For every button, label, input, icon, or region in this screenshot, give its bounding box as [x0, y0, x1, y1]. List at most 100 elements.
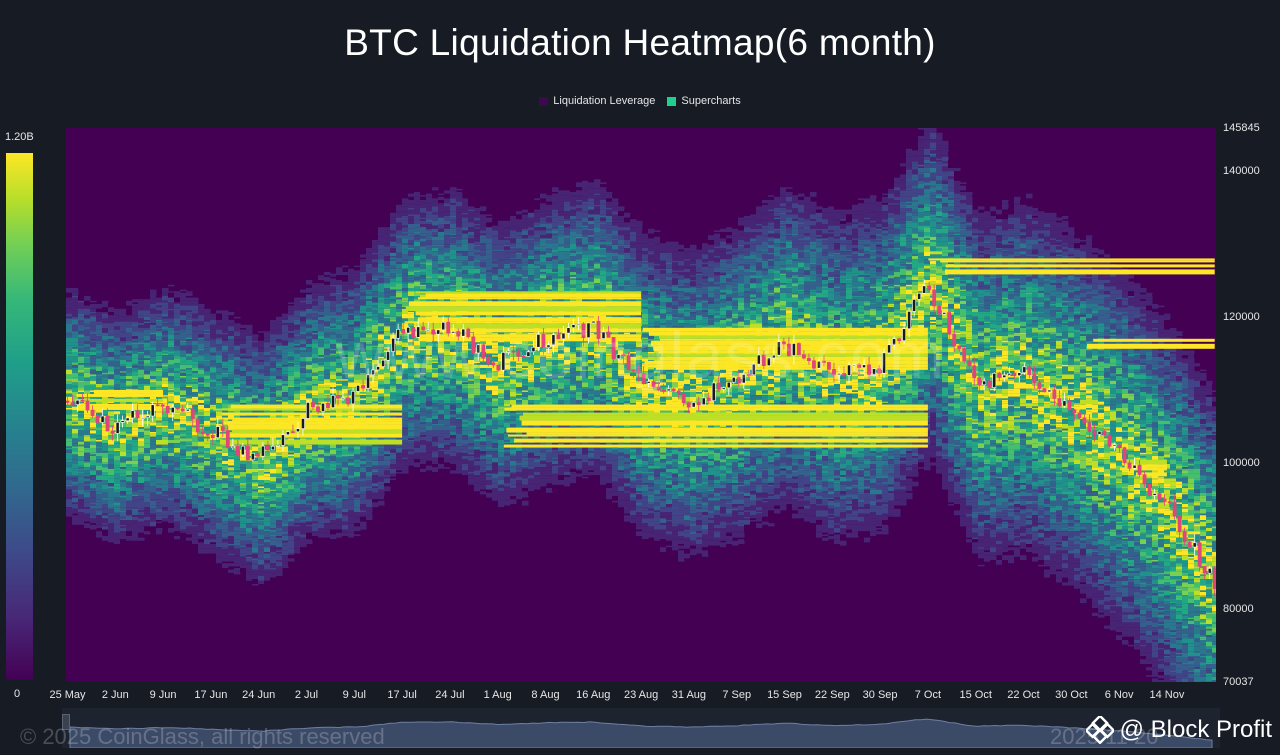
heatmap-cell [402, 269, 409, 274]
heatmap-cell [198, 331, 205, 334]
heatmap-cell [252, 523, 259, 526]
heatmap-cell [300, 341, 307, 344]
heatmap-cell [96, 350, 103, 353]
heatmap-cell [432, 240, 439, 245]
heatmap-cell [168, 482, 175, 484]
heatmap-cell [372, 288, 379, 291]
heatmap-cell [168, 360, 175, 365]
heatmap-cell [198, 442, 205, 447]
heatmap-cell [96, 422, 103, 427]
heatmap-cell [336, 294, 343, 296]
heatmap-cell [426, 216, 433, 219]
heatmap-cell [138, 533, 145, 535]
heatmap-cell [408, 398, 415, 403]
heatmap-cell [174, 298, 181, 303]
heatmap-cell [342, 358, 349, 363]
heatmap-cell [426, 397, 433, 402]
heatmap-cell [330, 328, 337, 330]
heatmap-cell [378, 264, 385, 267]
heatmap-cell [294, 475, 301, 477]
heatmap-cell [360, 374, 367, 379]
heatmap-cell [168, 434, 175, 437]
heatmap-cell [228, 360, 235, 363]
heatmap-cell [324, 350, 331, 355]
heatmap-cell [426, 266, 433, 271]
heatmap-cell [264, 480, 271, 483]
heatmap-cell [252, 499, 259, 504]
heatmap-cell [132, 323, 139, 325]
heatmap-cell [354, 517, 361, 519]
heatmap-cell [126, 376, 133, 379]
heatmap-cell [198, 307, 205, 310]
heatmap-cell [312, 285, 319, 290]
heatmap-cell [324, 366, 331, 369]
heatmap-cell [300, 411, 307, 413]
heatmap-cell [192, 371, 199, 373]
heatmap-cell [120, 326, 127, 331]
heatmap-cell [120, 510, 127, 512]
heatmap-cell [252, 386, 259, 388]
heatmap-cell [174, 443, 181, 448]
heatmap-cell [306, 485, 313, 487]
heatmap-cell [396, 416, 403, 418]
heatmap-cell [306, 365, 313, 370]
heatmap-cell [432, 190, 439, 195]
legend-item-liquidation-leverage[interactable]: Liquidation Leverage [539, 95, 655, 107]
heatmap-cell [312, 334, 319, 339]
heatmap-cell [180, 331, 187, 336]
heatmap-cell [288, 307, 295, 310]
heatmap-cell [102, 301, 109, 306]
heatmap-cell [336, 384, 343, 386]
heatmap-cell [114, 534, 121, 539]
heatmap-cell [132, 523, 139, 528]
heatmap-cell [234, 560, 241, 563]
heatmap-cell [420, 202, 427, 204]
heatmap-cell [234, 389, 241, 394]
heatmap-cell [384, 397, 391, 400]
heatmap-cell [162, 494, 169, 496]
heatmap-cell [114, 478, 121, 483]
heatmap-cell [192, 336, 199, 341]
heatmap-cell [144, 342, 151, 344]
heatmap-cell [144, 360, 151, 363]
heatmap-cell [378, 293, 385, 298]
heatmap-cell [390, 373, 397, 375]
heatmap-cell [108, 333, 115, 336]
heatmap-cell [324, 536, 331, 538]
heatmap-cell [336, 381, 343, 384]
heatmap-cell [108, 469, 115, 472]
heatmap-cell [318, 304, 325, 306]
heatmap-cell [144, 493, 151, 498]
heatmap-cell [366, 285, 373, 290]
heatmap-cell [354, 498, 361, 500]
heatmap-cell [294, 326, 301, 329]
heatmap-cell [180, 536, 187, 538]
heatmap-plot-area[interactable]: www.coinglass.com [66, 128, 1216, 682]
heatmap-cell [426, 448, 433, 453]
heatmap-cell [192, 517, 199, 520]
heatmap-cell [162, 323, 169, 326]
heatmap-cell [288, 458, 295, 461]
heatmap-cell [348, 448, 355, 451]
heatmap-cell [180, 325, 187, 330]
heatmap-cell [222, 362, 229, 367]
heatmap-cell [372, 398, 379, 401]
heatmap-cell [432, 426, 439, 431]
heatmap-cell [78, 509, 85, 512]
heatmap-cell [312, 390, 319, 393]
legend-item-supercharts[interactable]: Supercharts [667, 95, 740, 107]
heatmap-cell [180, 378, 187, 380]
heatmap-cell [306, 464, 313, 469]
heatmap-cell [330, 277, 337, 279]
heatmap-cell [138, 339, 145, 342]
heatmap-cell [306, 347, 313, 352]
heatmap-cell [294, 325, 301, 327]
heatmap-cell [72, 320, 79, 322]
heatmap-cell [126, 536, 133, 539]
heatmap-cell [216, 379, 223, 381]
heatmap-cell [414, 210, 421, 215]
heatmap-cell [198, 456, 205, 458]
heatmap-cell [210, 362, 217, 367]
heatmap-cell [138, 490, 145, 493]
heatmap-cell [192, 402, 199, 405]
